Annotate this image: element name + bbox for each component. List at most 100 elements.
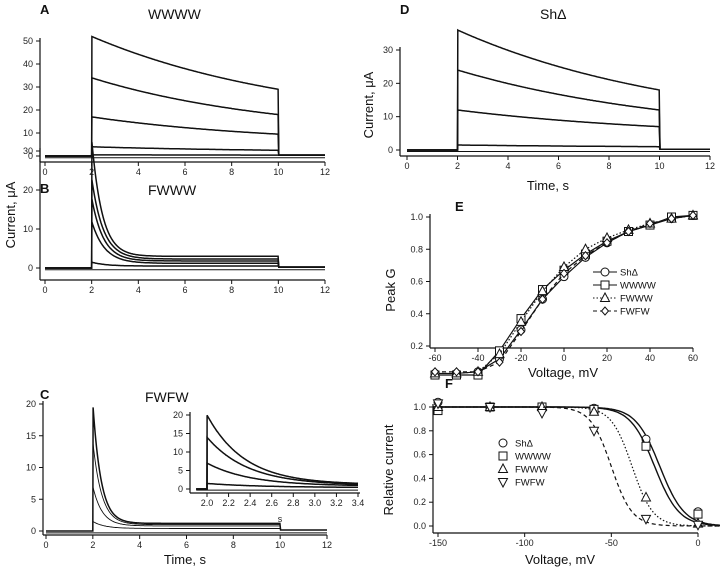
x-axis-label: Voltage, mV: [525, 552, 595, 567]
x-tick-label: 2: [89, 285, 94, 295]
fit-curve: [438, 406, 720, 527]
legend-marker: [600, 267, 610, 277]
y-tick-label: 0.6: [413, 450, 426, 460]
current-trace: [196, 461, 358, 490]
legend-label: FWWW: [515, 465, 548, 476]
panel-c-inset: 2.0 2.2 2.4 2.6 2.8 3.0 3.2 3.4 0 5 10 15 20 s: [173, 410, 364, 524]
legend-item: FWFW: [593, 306, 650, 318]
legend-item: WWWW: [498, 451, 551, 463]
x-tick-label: 2: [455, 161, 460, 171]
x-tick-label: 4: [136, 285, 141, 295]
x-tick-label: 0: [695, 538, 700, 548]
y-tick-label: 0: [388, 145, 393, 155]
data-point: [430, 367, 440, 377]
y-tick-label: 10: [23, 128, 33, 138]
chart-title: FWWW: [148, 182, 197, 198]
x-tick-label: 6: [182, 167, 187, 177]
legend-label: ShΔ: [620, 268, 639, 279]
current-trace: [45, 76, 325, 157]
x-tick-label: 6: [556, 161, 561, 171]
x-tick-label: 2.6: [265, 498, 278, 508]
y-tick-label: 0: [178, 484, 183, 494]
current-trace: [196, 414, 358, 490]
current-trace: [407, 144, 710, 151]
panel-label: C: [40, 387, 50, 402]
y-tick-label: 40: [23, 59, 33, 69]
legend-marker: [498, 451, 508, 461]
legend-marker: [600, 280, 610, 290]
legend-label: WWWW: [620, 281, 656, 292]
legend-label: FWFW: [515, 478, 545, 489]
x-tick-label: 8: [229, 285, 234, 295]
x-tick-label: 12: [705, 161, 715, 171]
legend-item: FWWW: [497, 462, 548, 476]
y-axis-label: Current, μA: [361, 71, 376, 138]
y-tick-label: 10: [23, 224, 33, 234]
x-tick-label: 2: [90, 540, 95, 550]
x-tick-label: 6: [184, 540, 189, 550]
x-axis-label: Voltage, mV: [528, 365, 598, 380]
y-tick-label: 10: [173, 447, 183, 457]
x-tick-label: 6: [182, 285, 187, 295]
panel-f: -150 -100 -50 0 0.0 0.2 0.4 0.6 0.8 1.0 F Voltage, …: [381, 376, 720, 567]
x-tick-label: 40: [645, 353, 655, 363]
y-tick-label: 30: [23, 146, 33, 156]
y-tick-label: 0: [28, 151, 33, 161]
legend-label: FWWW: [620, 294, 653, 305]
y-tick-label: 20: [26, 399, 36, 409]
data-point: [588, 426, 600, 437]
x-tick-label: 12: [320, 167, 330, 177]
y-axis-label: Relative current: [381, 424, 396, 515]
x-tick-label: 2.4: [244, 498, 257, 508]
legend-marker: [600, 306, 610, 316]
data-point: [538, 294, 547, 304]
current-trace: [46, 407, 327, 532]
data-point: [640, 491, 652, 502]
current-trace: [45, 35, 325, 157]
y-tick-label: 0.6: [410, 277, 423, 287]
legend-label: ShΔ: [515, 439, 534, 450]
current-trace: [45, 261, 325, 269]
data-point: [667, 213, 676, 224]
current-trace: [45, 198, 325, 269]
y-tick-label: 30: [23, 82, 33, 92]
x-tick-label: 0: [42, 285, 47, 295]
data-point: [602, 238, 612, 248]
data-point: [588, 405, 600, 416]
y-tick-label: 0.4: [410, 309, 423, 319]
y-tick-label: 0.8: [410, 244, 423, 254]
fit-curve: [438, 406, 720, 527]
legend-item: ShΔ: [593, 267, 639, 279]
x-tick-label: 4: [137, 540, 142, 550]
y-tick-label: 0.2: [410, 341, 423, 351]
legend-item: WWWW: [593, 280, 656, 292]
y-tick-label: 0.8: [413, 426, 426, 436]
data-point: [624, 226, 633, 237]
data-point: [515, 315, 527, 326]
data-point: [645, 218, 655, 229]
y-tick-label: 15: [26, 431, 36, 441]
current-trace: [45, 154, 325, 157]
y-tick-label: 0: [28, 263, 33, 273]
current-trace: [46, 520, 327, 532]
legend-marker: [498, 438, 508, 448]
x-tick-label: -20: [514, 353, 527, 363]
x-tick-label: 2.0: [201, 498, 214, 508]
panel-b: 0 2 4 6 8 10 12 0 10 20 30 B FWWW Current, μA: [3, 141, 330, 295]
x-tick-label: 10: [654, 161, 664, 171]
data-point: [640, 514, 652, 525]
current-trace: [196, 482, 358, 490]
x-tick-label: -100: [516, 538, 534, 548]
data-point: [693, 509, 703, 519]
x-axis-label: Time, s: [164, 552, 207, 567]
x-axis-label: s: [278, 514, 283, 524]
x-tick-label: 3.2: [330, 498, 343, 508]
x-tick-label: 12: [320, 285, 330, 295]
current-trace: [46, 444, 327, 532]
x-tick-label: 60: [688, 353, 698, 363]
y-tick-label: 5: [31, 494, 36, 504]
legend-item: ShΔ: [498, 438, 534, 450]
x-tick-label: 0: [404, 161, 409, 171]
